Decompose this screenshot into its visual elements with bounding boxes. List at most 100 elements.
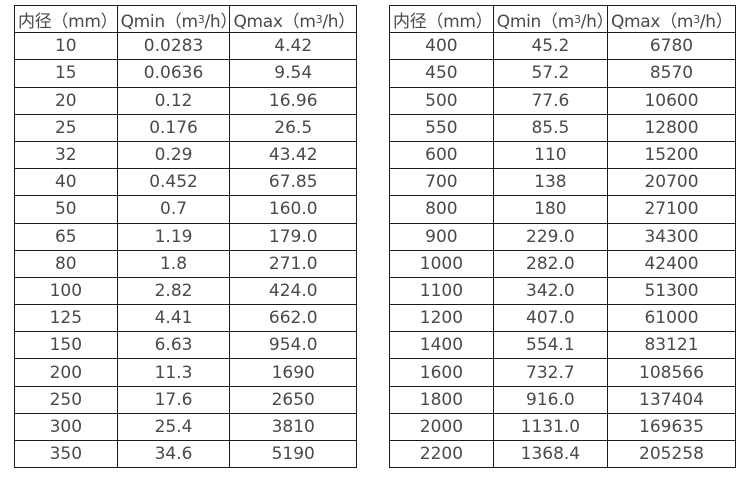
qmax-cell: 10600	[606, 86, 737, 115]
qmin-cell: 11.3	[116, 358, 231, 387]
table-row: 300 25.4 3810	[14, 412, 357, 442]
diameter-cell: 10	[14, 32, 118, 61]
flow-table-large-diameters: 内径（mm）Qmin（m3/h）Qmax（m3/h）40045.26780450…	[389, 4, 737, 469]
qmax-cell: 5190	[229, 439, 357, 469]
diameter-cell: 1800	[389, 385, 494, 414]
qmax-cell: 42400	[606, 249, 737, 278]
qmax-cell: 43.42	[229, 140, 357, 170]
diameter-cell: 20	[14, 86, 118, 115]
qmin-cell: 180	[492, 195, 608, 224]
qmin-cell: 554.1	[492, 331, 608, 360]
qmax-cell: 2650	[229, 385, 357, 414]
qmin-cell: 6.63	[116, 331, 231, 360]
table-row: 150 6.63 954.0	[14, 331, 357, 360]
qmin-cell: 282.0	[492, 249, 608, 278]
diameter-cell: 50	[14, 195, 118, 224]
qmin-cell: 85.5	[492, 113, 608, 142]
table-row: 1800 916.0 137404	[389, 385, 737, 414]
table-row: 125 4.41 662.0	[14, 304, 357, 333]
diameter-cell: 125	[14, 304, 118, 333]
diameter-cell: 150	[14, 331, 118, 360]
table-row: 800 180 27100	[389, 195, 737, 224]
diameter-cell: 1400	[389, 331, 494, 360]
diameter-cell: 65	[14, 222, 118, 251]
qmax-cell: 137404	[606, 385, 737, 414]
header-row: 内径（mm）Qmin（m3/h）Qmax（m3/h）	[389, 4, 737, 34]
table-row: 2200 1368.4 205258	[389, 439, 737, 469]
qmin-cell: 57.2	[492, 59, 608, 88]
diameter-cell: 500	[389, 86, 494, 115]
qmax-cell: 83121	[606, 331, 737, 360]
diameter-cell: 80	[14, 249, 118, 278]
qmax-cell: 67.85	[229, 168, 357, 197]
table-row: 600 110 15200	[389, 140, 737, 170]
column-header: Qmin（m3/h）	[492, 4, 608, 34]
qmax-cell: 179.0	[229, 222, 357, 251]
qmin-cell: 45.2	[492, 32, 608, 61]
qmin-cell: 4.41	[116, 304, 231, 333]
qmin-cell: 34.6	[116, 439, 231, 469]
diameter-cell: 32	[14, 140, 118, 170]
diameter-cell: 550	[389, 113, 494, 142]
column-header: Qmax（m3/h）	[606, 4, 737, 34]
qmax-cell: 4.42	[229, 32, 357, 61]
flow-table-small-diameters: 内径（mm）Qmin（m3/h）Qmax（m3/h）100.02834.4215…	[14, 4, 357, 469]
table-row: 450 57.2 8570	[389, 59, 737, 88]
qmin-cell: 1.19	[116, 222, 231, 251]
qmax-cell: 12800	[606, 113, 737, 142]
table-row: 2000 1131.0 169635	[389, 412, 737, 442]
qmax-cell: 16.96	[229, 86, 357, 115]
qmin-cell: 0.29	[116, 140, 231, 170]
diameter-cell: 40	[14, 168, 118, 197]
table-row: 1000 282.0 42400	[389, 249, 737, 278]
table-row: 1600 732.7 108566	[389, 358, 737, 387]
diameter-cell: 600	[389, 140, 494, 170]
superscript-3: 3	[693, 12, 700, 26]
table-row: 65 1.19 179.0	[14, 222, 357, 251]
qmin-cell: 1.8	[116, 249, 231, 278]
qmin-cell: 1131.0	[492, 412, 608, 442]
qmin-cell: 0.452	[116, 168, 231, 197]
table-row: 80 1.8 271.0	[14, 249, 357, 278]
qmax-cell: 27100	[606, 195, 737, 224]
table-row: 15 0.0636 9.54	[14, 59, 357, 88]
qmax-cell: 3810	[229, 412, 357, 442]
diameter-cell: 1100	[389, 276, 494, 306]
diameter-cell: 450	[389, 59, 494, 88]
column-header: 内径（mm）	[14, 4, 118, 34]
qmin-cell: 25.4	[116, 412, 231, 442]
superscript-3: 3	[315, 12, 323, 26]
superscript-3: 3	[197, 12, 205, 26]
qmax-cell: 20700	[606, 168, 737, 197]
qmin-cell: 17.6	[116, 385, 231, 414]
qmin-cell: 77.6	[492, 86, 608, 115]
qmax-cell: 1690	[229, 358, 357, 387]
qmax-cell: 160.0	[229, 195, 357, 224]
qmax-cell: 424.0	[229, 276, 357, 306]
qmax-cell: 108566	[606, 358, 737, 387]
table-row: 25 0.176 26.5	[14, 113, 357, 142]
qmax-cell: 26.5	[229, 113, 357, 142]
qmin-cell: 229.0	[492, 222, 608, 251]
table-row: 200 11.3 1690	[14, 358, 357, 387]
qmin-cell: 732.7	[492, 358, 608, 387]
qmax-cell: 15200	[606, 140, 737, 170]
qmin-cell: 407.0	[492, 304, 608, 333]
diameter-cell: 1600	[389, 358, 494, 387]
diameter-cell: 250	[14, 385, 118, 414]
qmax-cell: 61000	[606, 304, 737, 333]
table-row: 1100 342.0 51300	[389, 276, 737, 306]
table-row: 350 34.6 5190	[14, 439, 357, 469]
diameter-cell: 2000	[389, 412, 494, 442]
column-header: Qmin（m3/h）	[116, 4, 231, 34]
table-row: 1400 554.1 83121	[389, 331, 737, 360]
table-row: 900 229.0 34300	[389, 222, 737, 251]
diameter-cell: 200	[14, 358, 118, 387]
qmin-cell: 0.12	[116, 86, 231, 115]
column-header: Qmax（m3/h）	[229, 4, 357, 34]
table-row: 50 0.7 160.0	[14, 195, 357, 224]
table-row: 550 85.5 12800	[389, 113, 737, 142]
tables-container: 内径（mm）Qmin（m3/h）Qmax（m3/h）100.02834.4215…	[14, 4, 737, 469]
diameter-cell: 1000	[389, 249, 494, 278]
